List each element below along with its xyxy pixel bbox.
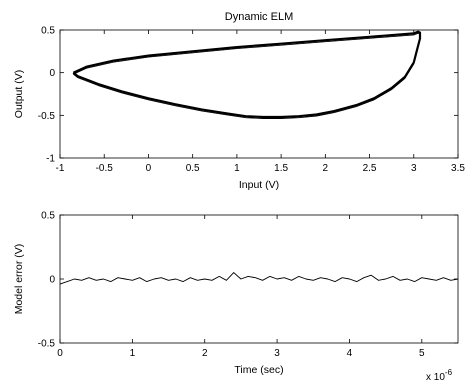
x-tick-label: -0.5 xyxy=(96,163,114,174)
x-tick-label: 2 xyxy=(202,348,208,359)
y-tick-label: 0.5 xyxy=(41,26,55,37)
x-multiplier-base: x 10 xyxy=(426,372,445,383)
model-error-chart: 0 1 2 3 4 5-0.500.5 Time (sec) Model error (V… xyxy=(13,211,459,383)
x-tick-label: 1 xyxy=(130,348,136,359)
y-tick-label: -1 xyxy=(46,154,55,165)
series-line xyxy=(72,30,422,119)
y-tick-label: -0.5 xyxy=(38,111,56,122)
chart-ticks: 0 1 2 3 4 5-0.500.5 xyxy=(38,211,458,359)
x-tick-label: 2 xyxy=(323,163,329,174)
x-tick-label: 4 xyxy=(347,348,353,359)
x-multiplier-label: x 10-6 xyxy=(426,368,453,383)
x-tick-label: 0 xyxy=(57,348,63,359)
hysteresis-chart: Dynamic ELM -1 -0.5 0 0.5 1 1.5 2 2.5 3 3.5 -1 -0.5… xyxy=(13,11,465,191)
x-tick-label: 3 xyxy=(274,348,280,359)
x-axis-label: Input (V) xyxy=(239,179,279,191)
plot-area xyxy=(72,30,422,119)
y-tick-label: 0 xyxy=(49,68,55,79)
x-tick-label: 3 xyxy=(411,163,417,174)
x-tick-label: -1 xyxy=(56,163,65,174)
plot-area xyxy=(59,272,459,285)
x-tick-label: 2.5 xyxy=(363,163,377,174)
y-axis-label: Model error (V) xyxy=(13,244,25,315)
x-tick-label: 0 xyxy=(146,163,152,174)
series-line-trace xyxy=(73,32,421,119)
series-line xyxy=(59,272,459,285)
chart-title: Dynamic ELM xyxy=(225,11,293,23)
y-axis-label: Output (V) xyxy=(13,70,25,118)
x-tick-label: 1 xyxy=(234,163,240,174)
y-tick-label: 0 xyxy=(49,275,55,286)
x-tick-label: 3.5 xyxy=(451,163,465,174)
x-axis-label: Time (sec) xyxy=(234,364,283,376)
x-tick-label: 5 xyxy=(419,348,425,359)
y-tick-label: 0.5 xyxy=(41,211,55,222)
axes-frame xyxy=(59,214,459,344)
y-tick-label: -0.5 xyxy=(38,339,56,350)
x-tick-label: 1.5 xyxy=(274,163,288,174)
axes-frame xyxy=(59,29,459,159)
x-multiplier-exponent: -6 xyxy=(445,368,453,377)
x-tick-label: 0.5 xyxy=(186,163,200,174)
